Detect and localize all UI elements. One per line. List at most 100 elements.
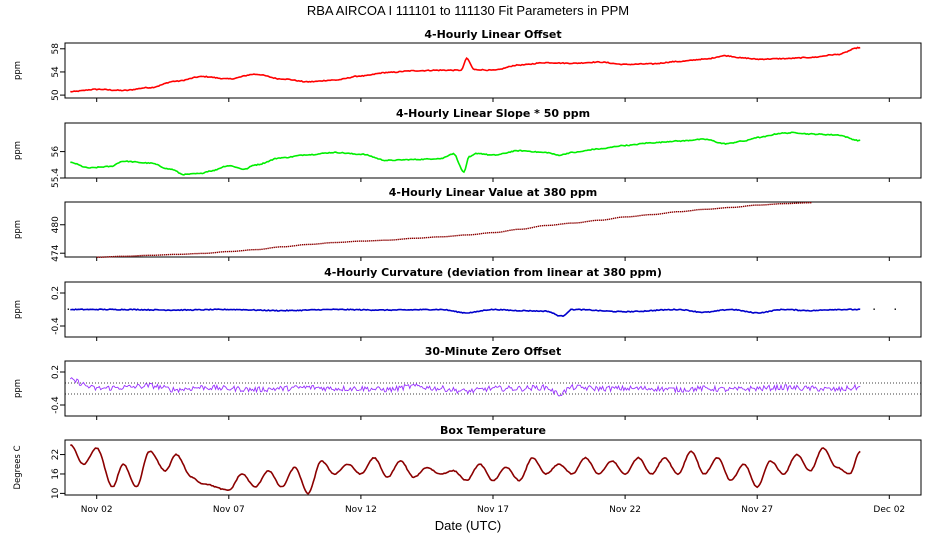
data-point	[531, 226, 533, 229]
data-point	[423, 237, 426, 239]
data-point	[484, 232, 487, 234]
data-point	[505, 230, 507, 232]
data-point	[328, 242, 330, 244]
data-point	[446, 235, 448, 238]
data-point	[287, 245, 290, 248]
data-point	[663, 212, 666, 214]
data-point	[810, 202, 812, 204]
data-point	[734, 206, 737, 208]
data-point	[783, 202, 785, 205]
data-point	[594, 219, 596, 222]
data-point	[529, 227, 531, 229]
data-point	[297, 244, 300, 246]
data-point	[171, 253, 174, 256]
data-point	[438, 236, 440, 238]
outlier-point	[873, 308, 875, 310]
data-point	[267, 247, 269, 250]
data-point	[667, 211, 670, 214]
data-point	[377, 239, 379, 242]
data-point	[263, 248, 265, 250]
data-point	[184, 253, 186, 255]
data-point	[513, 229, 515, 231]
data-point	[706, 208, 708, 210]
data-point	[700, 208, 702, 211]
data-point	[334, 241, 336, 244]
data-point	[383, 239, 385, 241]
data-point	[312, 243, 314, 245]
series-line	[70, 308, 861, 318]
data-point	[704, 208, 706, 210]
y-tick-label: -0.4	[51, 396, 61, 414]
data-point	[293, 245, 296, 247]
data-point	[612, 217, 615, 220]
data-point	[196, 252, 198, 255]
data-point	[472, 233, 475, 236]
data-point	[745, 205, 747, 207]
data-point	[373, 240, 375, 242]
data-point	[468, 234, 470, 236]
data-point	[367, 240, 369, 242]
data-point	[627, 216, 629, 218]
data-point	[365, 240, 367, 242]
data-point	[143, 254, 145, 257]
y-tick-label: 54	[51, 66, 61, 78]
data-point	[245, 249, 247, 251]
data-point	[251, 249, 253, 251]
y-tick-label: 58	[51, 43, 61, 55]
data-point	[133, 255, 135, 257]
data-point	[684, 210, 686, 213]
data-point	[381, 239, 383, 241]
data-point	[421, 237, 424, 239]
y-tick-label: 16	[51, 468, 61, 480]
data-point	[482, 232, 485, 234]
data-point	[243, 249, 245, 252]
data-point	[192, 253, 194, 255]
data-point	[476, 233, 479, 235]
data-point	[456, 234, 458, 237]
y-tick-label: 480	[51, 216, 61, 233]
data-point	[568, 222, 570, 224]
data-point	[769, 203, 771, 206]
data-point	[803, 202, 806, 204]
data-point	[314, 243, 316, 245]
data-point	[541, 225, 544, 227]
data-point	[281, 246, 283, 248]
data-point	[698, 208, 700, 211]
data-point	[669, 211, 672, 213]
data-point	[775, 203, 777, 205]
data-point	[677, 211, 680, 213]
data-point	[694, 209, 696, 211]
x-tick-label: Nov 12	[345, 505, 377, 515]
y-tick-label: -0.4	[51, 317, 61, 335]
data-point	[316, 243, 318, 245]
data-point	[208, 252, 210, 254]
data-point	[405, 238, 407, 240]
data-point	[535, 226, 538, 228]
data-point	[598, 219, 601, 221]
data-point	[781, 203, 783, 205]
data-point	[430, 236, 432, 238]
data-point	[675, 211, 678, 213]
data-point	[178, 253, 180, 256]
data-point	[736, 206, 739, 208]
data-point	[714, 208, 716, 210]
data-point	[710, 208, 712, 210]
data-point	[692, 209, 694, 212]
data-point	[452, 235, 454, 237]
data-point	[106, 256, 109, 258]
data-point	[682, 210, 684, 213]
data-point	[336, 241, 338, 244]
data-point	[399, 238, 401, 240]
data-point	[389, 239, 391, 241]
data-point	[478, 233, 481, 235]
data-point	[590, 220, 592, 222]
y-tick-label: 10	[51, 487, 61, 499]
data-point	[747, 205, 749, 207]
data-point	[401, 238, 403, 240]
data-point	[117, 255, 119, 258]
data-point	[310, 243, 312, 246]
data-point	[338, 241, 340, 244]
data-point	[173, 253, 176, 256]
data-point	[521, 228, 523, 230]
data-point	[602, 219, 605, 221]
